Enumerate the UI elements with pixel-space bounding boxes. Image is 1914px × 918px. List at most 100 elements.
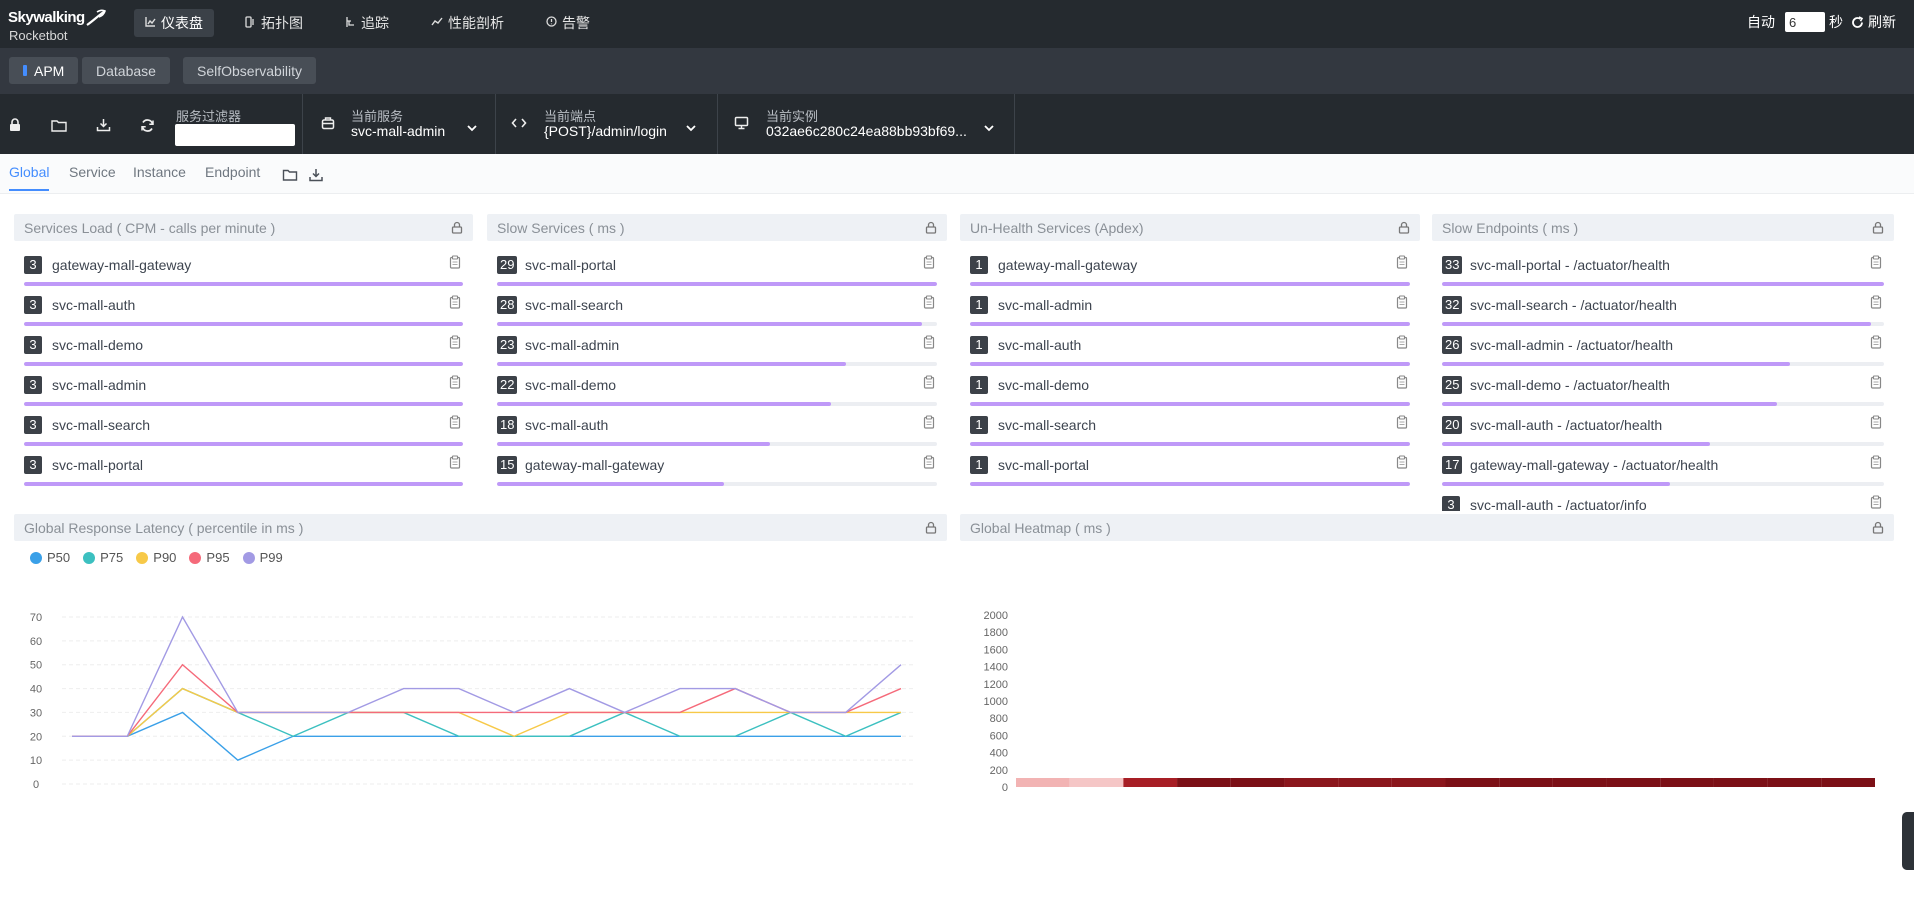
clipboard-icon[interactable]	[1396, 415, 1408, 429]
x-tick-label: 14:11	[501, 793, 528, 794]
clipboard-icon[interactable]	[1396, 335, 1408, 349]
lock-icon[interactable]	[1872, 521, 1884, 534]
clipboard-icon[interactable]	[449, 455, 461, 469]
list-item[interactable]: 3 svc-mall-demo	[24, 331, 463, 371]
list-item[interactable]: 3 svc-mall-portal	[24, 451, 463, 491]
clipboard-icon[interactable]	[1396, 255, 1408, 269]
list-item[interactable]: 22 svc-mall-demo	[497, 371, 937, 411]
progress-fill	[24, 282, 463, 286]
tab-instance[interactable]: Instance	[133, 164, 186, 180]
legend-item[interactable]: P90	[136, 550, 176, 565]
endpoint-selector[interactable]: 当前端点 {POST}/admin/login	[496, 94, 718, 154]
list-item[interactable]: 1 svc-mall-auth	[970, 331, 1410, 371]
sync-icon[interactable]	[138, 116, 156, 134]
heatmap-cell	[1552, 778, 1607, 787]
clipboard-icon[interactable]	[1870, 295, 1882, 309]
auto-interval-input[interactable]	[1785, 12, 1825, 32]
clipboard-icon[interactable]	[1870, 335, 1882, 349]
clipboard-icon[interactable]	[923, 335, 935, 349]
list-item[interactable]: 1 svc-mall-admin	[970, 291, 1410, 331]
clipboard-icon[interactable]	[1870, 255, 1882, 269]
list-item[interactable]: 1 svc-mall-portal	[970, 451, 1410, 491]
clipboard-icon[interactable]	[923, 255, 935, 269]
layer-tab-database[interactable]: Database	[82, 57, 170, 84]
clipboard-icon[interactable]	[1870, 495, 1882, 509]
lock-icon[interactable]	[925, 521, 937, 534]
clipboard-icon[interactable]	[1870, 415, 1882, 429]
unhealth-services-title: Un-Health Services (Apdex)	[970, 219, 1144, 236]
clipboard-icon[interactable]	[1396, 295, 1408, 309]
clipboard-icon[interactable]	[1396, 455, 1408, 469]
y-tick-label: 1200	[984, 679, 1008, 691]
clipboard-icon[interactable]	[449, 375, 461, 389]
service-selector[interactable]: 当前服务 svc-mall-admin	[302, 94, 496, 154]
lock-icon[interactable]	[1398, 221, 1410, 234]
y-tick-label: 60	[30, 636, 42, 648]
tab-endpoint[interactable]: Endpoint	[205, 164, 261, 180]
panel-title: Services Load ( CPM - calls per minute )	[14, 214, 473, 241]
auto-unit: 秒	[1829, 14, 1843, 30]
list-item[interactable]: 18 svc-mall-auth	[497, 411, 937, 451]
legend-item[interactable]: P75	[83, 550, 123, 565]
clipboard-icon[interactable]	[449, 255, 461, 269]
list-item[interactable]: 3 svc-mall-auth - /actuator/info	[1442, 491, 1884, 511]
list-item[interactable]: 15 gateway-mall-gateway	[497, 451, 937, 491]
y-tick-label: 1800	[984, 627, 1008, 639]
side-panel-handle[interactable]	[1902, 812, 1914, 870]
list-item[interactable]: 3 svc-mall-search	[24, 411, 463, 451]
clipboard-icon[interactable]	[1870, 375, 1882, 389]
clipboard-icon[interactable]	[449, 335, 461, 349]
list-item[interactable]: 20 svc-mall-auth - /actuator/health	[1442, 411, 1884, 451]
list-item[interactable]: 1 gateway-mall-gateway	[970, 251, 1410, 291]
list-item[interactable]: 17 gateway-mall-gateway - /actuator/healt…	[1442, 451, 1884, 491]
value-badge: 1	[970, 456, 988, 474]
clipboard-icon[interactable]	[449, 295, 461, 309]
nav-profile-label: 性能剖析	[448, 15, 504, 31]
folder-icon[interactable]	[282, 167, 298, 183]
lock-icon[interactable]	[451, 221, 463, 234]
list-item[interactable]: 29 svc-mall-portal	[497, 251, 937, 291]
list-item[interactable]: 26 svc-mall-admin - /actuator/health	[1442, 331, 1884, 371]
list-item[interactable]: 3 gateway-mall-gateway	[24, 251, 463, 291]
nav-alarm[interactable]: 告警	[535, 9, 601, 37]
nav-trace[interactable]: 追踪	[334, 9, 400, 37]
tab-service[interactable]: Service	[69, 164, 116, 180]
refresh-button[interactable]: 刷新	[1851, 12, 1896, 32]
clipboard-icon[interactable]	[923, 455, 935, 469]
list-item[interactable]: 28 svc-mall-search	[497, 291, 937, 331]
folder-icon[interactable]	[50, 116, 68, 134]
tab-global[interactable]: Global	[9, 164, 50, 191]
nav-profile[interactable]: 性能剖析	[420, 9, 515, 37]
clipboard-icon[interactable]	[449, 415, 461, 429]
list-item[interactable]: 1 svc-mall-demo	[970, 371, 1410, 411]
nav-topology[interactable]: 拓扑图	[234, 9, 314, 37]
clipboard-icon[interactable]	[923, 375, 935, 389]
list-item[interactable]: 32 svc-mall-search - /actuator/health	[1442, 291, 1884, 331]
lock-icon[interactable]	[6, 116, 24, 134]
progress-track	[970, 442, 1410, 446]
lock-icon[interactable]	[925, 221, 937, 234]
x-tick-label: 14:04	[114, 793, 142, 794]
layer-tab-apm[interactable]: APM	[9, 57, 79, 84]
clipboard-icon[interactable]	[923, 415, 935, 429]
clipboard-icon[interactable]	[1396, 375, 1408, 389]
list-item[interactable]: 3 svc-mall-auth	[24, 291, 463, 331]
legend-item[interactable]: P95	[189, 550, 230, 565]
service-filter-input[interactable]	[175, 124, 295, 146]
lock-icon[interactable]	[1872, 221, 1884, 234]
download-icon[interactable]	[94, 116, 112, 134]
x-tick-label: 14:05	[169, 793, 197, 794]
legend-item[interactable]: P50	[30, 550, 70, 565]
clipboard-icon[interactable]	[923, 295, 935, 309]
list-item[interactable]: 1 svc-mall-search	[970, 411, 1410, 451]
list-item[interactable]: 33 svc-mall-portal - /actuator/health	[1442, 251, 1884, 291]
clipboard-icon[interactable]	[1870, 455, 1882, 469]
list-item[interactable]: 25 svc-mall-demo - /actuator/health	[1442, 371, 1884, 411]
layer-tab-selfobservability[interactable]: SelfObservability	[183, 57, 317, 84]
instance-selector[interactable]: 当前实例 032ae6c280c24ea88bb93bf69...	[718, 94, 1015, 154]
list-item[interactable]: 3 svc-mall-admin	[24, 371, 463, 411]
download-icon[interactable]	[308, 167, 324, 183]
list-item[interactable]: 23 svc-mall-admin	[497, 331, 937, 371]
nav-dashboard[interactable]: 仪表盘	[134, 9, 214, 37]
legend-item[interactable]: P99	[242, 550, 283, 565]
